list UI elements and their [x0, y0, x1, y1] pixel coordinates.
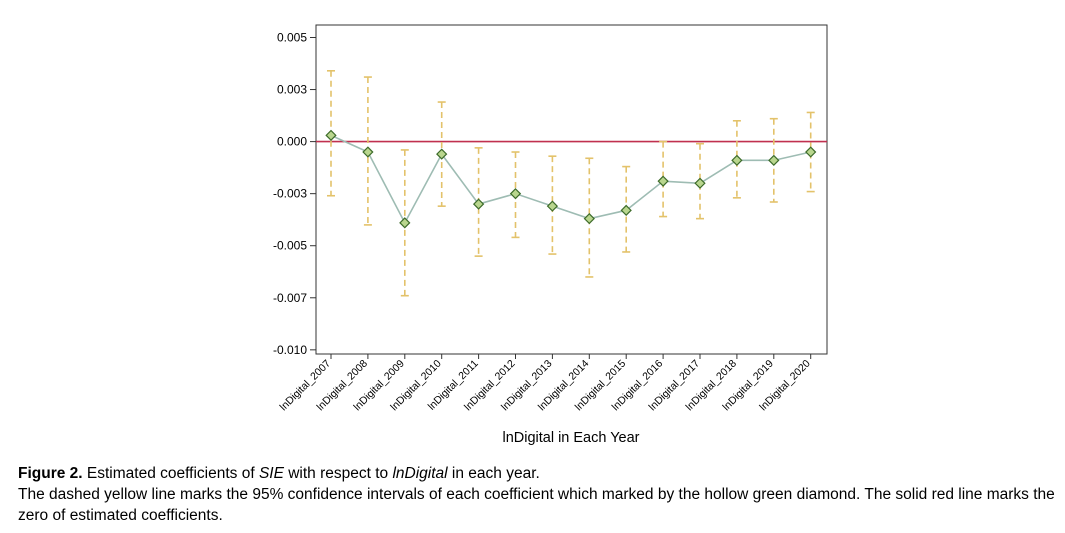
plot-frame	[315, 24, 828, 355]
caption-var-sie: SIE	[258, 465, 284, 482]
coefficient-marker	[731, 154, 743, 166]
coefficient-marker	[620, 204, 632, 216]
coefficient-marker	[399, 217, 411, 229]
y-tick-label: 0.003	[277, 83, 307, 97]
y-tick-label: -0.003	[273, 187, 307, 201]
caption-var-lndigital: lnDigital	[392, 465, 448, 482]
coefficient-marker	[472, 198, 485, 210]
coefficient-marker	[694, 177, 706, 189]
y-tick-label: 0.000	[277, 135, 307, 149]
x-axis-title: lnDigital in Each Year	[502, 430, 639, 446]
coefficient-markers	[325, 129, 817, 229]
confidence-intervals	[327, 70, 815, 297]
caption-label: Figure 2.	[18, 465, 83, 482]
coefficient-marker	[509, 188, 522, 200]
coefficient-chart: 0.0050.0030.000-0.003-0.005-0.007-0.010 …	[273, 24, 828, 446]
coefficient-marker	[768, 154, 780, 166]
y-axis: 0.005 0.003 0.000 -0.003 -0.005 -0.007 -0.010	[273, 30, 316, 357]
y-tick-label: -0.005	[273, 239, 307, 253]
caption-title-post: in each year.	[447, 465, 540, 482]
caption-body: The dashed yellow line marks the 95% con…	[18, 486, 1055, 524]
y-tick-label: 0.005	[277, 30, 307, 44]
caption-title-mid: with respect to	[283, 465, 393, 482]
coefficient-line	[330, 134, 811, 225]
x-axis: lnDigital_2007lnDigital_2008lnDigital_20…	[278, 354, 813, 413]
coefficient-marker	[362, 146, 374, 158]
y-tick-label: -0.010	[273, 343, 307, 357]
coefficient-marker	[583, 213, 595, 225]
coefficient-marker	[436, 148, 448, 160]
coefficient-marker	[325, 129, 337, 142]
coefficient-marker	[805, 146, 817, 158]
caption-title-pre: Estimated coefficients of	[82, 465, 259, 482]
coefficient-marker	[657, 175, 669, 187]
coefficient-marker	[546, 200, 559, 212]
y-tick-label: -0.007	[273, 291, 307, 305]
caption-title: Figure 2. Estimated coefficients of SIE …	[18, 463, 1058, 484]
figure-caption: Figure 2. Estimated coefficients of SIE …	[18, 463, 1058, 526]
